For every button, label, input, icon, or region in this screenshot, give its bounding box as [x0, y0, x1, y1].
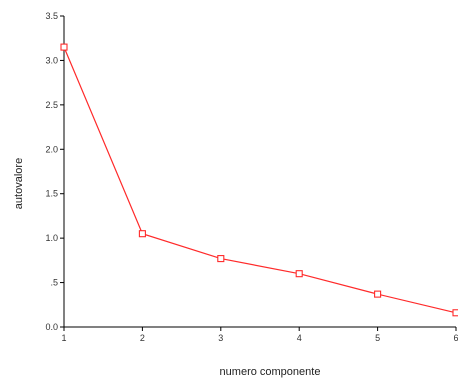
x-axis-title: numero componente: [220, 366, 321, 378]
y-axis-title: autovalore: [13, 158, 25, 209]
x-tick-label: 3: [218, 333, 223, 343]
data-point-4: [295, 270, 303, 278]
x-tick-label: 5: [375, 333, 380, 343]
x-tick-label: 2: [140, 333, 145, 343]
series-layer: [60, 43, 458, 317]
y-tick-label: .5: [50, 278, 58, 288]
y-tick-label: 1.5: [45, 189, 58, 199]
y-tick-label: 1.0: [45, 233, 58, 243]
data-point-3: [217, 255, 225, 263]
data-point-6: [452, 309, 458, 317]
y-axis-ticks: 0.0 .5 1.0 1.5 2.0 2.5 3.0 3.5: [45, 11, 64, 332]
axes: [63, 16, 456, 328]
y-tick-label: 2.5: [45, 100, 58, 110]
y-tick-label: 2.0: [45, 144, 58, 154]
x-tick-label: 6: [453, 333, 458, 343]
y-tick-label: 3.5: [45, 11, 58, 21]
y-tick-label: 0.0: [45, 322, 58, 332]
data-point-5: [374, 290, 382, 298]
data-point-2: [138, 230, 146, 238]
x-tick-label: 1: [61, 333, 66, 343]
y-tick-label: 3.0: [45, 55, 58, 65]
data-point-1: [60, 43, 68, 51]
series-line: [63, 46, 457, 314]
x-tick-label: 4: [297, 333, 302, 343]
x-axis-ticks: 1 2 3 4 5 6: [61, 327, 458, 343]
